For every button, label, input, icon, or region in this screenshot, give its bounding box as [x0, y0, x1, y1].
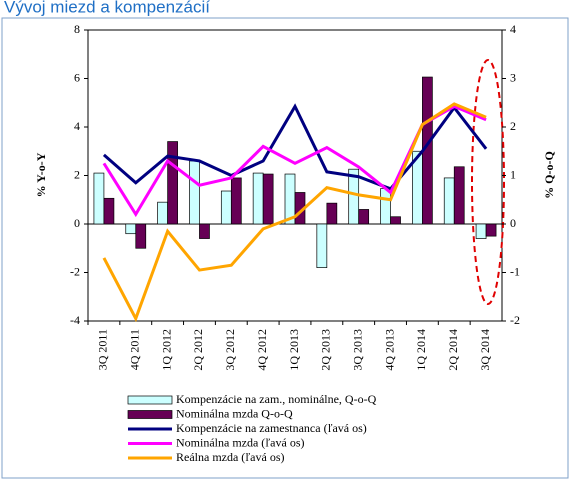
legend-swatch — [127, 395, 173, 405]
legend-label: Nominálna mzda (ľavá os) — [176, 435, 305, 449]
bar — [380, 188, 391, 225]
y-tick-label: 0 — [74, 216, 80, 230]
y-tick-label: 8 — [74, 22, 80, 36]
x-tick-label: 3Q 2011 — [96, 329, 110, 370]
y-axis-label: % Y-o-Y — [34, 152, 48, 197]
x-tick-label: 3Q 2012 — [223, 329, 237, 371]
x-tick-label: 2Q 2012 — [191, 329, 205, 371]
y2-axis-label: % Q-o-Q — [542, 151, 556, 199]
bar — [199, 223, 210, 239]
bar — [93, 172, 105, 225]
legend-label: Reálna mzda (ľavá os) — [176, 450, 285, 464]
line — [102, 103, 488, 191]
x-tick-label: 4Q 2013 — [382, 329, 396, 371]
bar — [348, 168, 360, 225]
legend-label: Nominálna mzda Q-o-Q — [176, 406, 293, 420]
highlight-ellipse — [471, 59, 505, 305]
y2-tick-label: 0 — [510, 216, 516, 230]
chart-title: Vývoj miezd a kompenzácií — [4, 0, 210, 16]
bar — [316, 223, 328, 269]
bar — [189, 160, 200, 225]
bar — [326, 202, 338, 225]
legend-label: Kompenzácie na zam., nominálne, Q-o-Q — [176, 392, 377, 406]
x-tick-label: 3Q 2014 — [478, 329, 492, 371]
x-tick-label: 2Q 2013 — [319, 329, 333, 371]
x-tick-label: 3Q 2013 — [350, 329, 364, 371]
y2-tick-label: -2 — [510, 313, 520, 327]
y2-tick-label: -1 — [510, 264, 520, 278]
legend-swatch — [127, 410, 173, 419]
bar — [135, 223, 147, 249]
y-tick-label: 4 — [74, 119, 80, 133]
bar — [475, 223, 487, 239]
line — [102, 102, 487, 323]
x-tick-label: 2Q 2014 — [446, 329, 460, 371]
bar — [167, 141, 178, 225]
bar — [157, 201, 168, 225]
bar — [125, 223, 137, 235]
y-tick-label: 6 — [74, 70, 80, 84]
y2-tick-label: 2 — [510, 119, 516, 133]
y-tick-label: 2 — [74, 167, 80, 181]
bar — [103, 197, 115, 225]
x-tick-label: 1Q 2012 — [159, 329, 173, 371]
legend-label: Kompenzácie na zamestnanca (ľavá os) — [176, 421, 367, 435]
bar — [358, 209, 370, 225]
y2-tick-label: 4 — [510, 22, 516, 36]
bar — [220, 190, 232, 225]
bar — [443, 177, 455, 225]
bar — [485, 223, 497, 237]
bar — [453, 166, 465, 225]
x-tick-label: 4Q 2011 — [128, 329, 142, 370]
bar — [230, 177, 242, 225]
y-tick-label: -2 — [70, 264, 80, 278]
x-tick-label: 1Q 2014 — [414, 329, 428, 371]
y-tick-label: -4 — [70, 313, 80, 327]
bar — [252, 172, 264, 225]
bar — [262, 173, 274, 225]
x-tick-label: 1Q 2013 — [287, 329, 301, 371]
x-tick-label: 4Q 2012 — [255, 329, 269, 371]
y2-tick-label: 1 — [510, 167, 516, 181]
bar — [390, 216, 401, 225]
y2-tick-label: 3 — [510, 70, 516, 84]
